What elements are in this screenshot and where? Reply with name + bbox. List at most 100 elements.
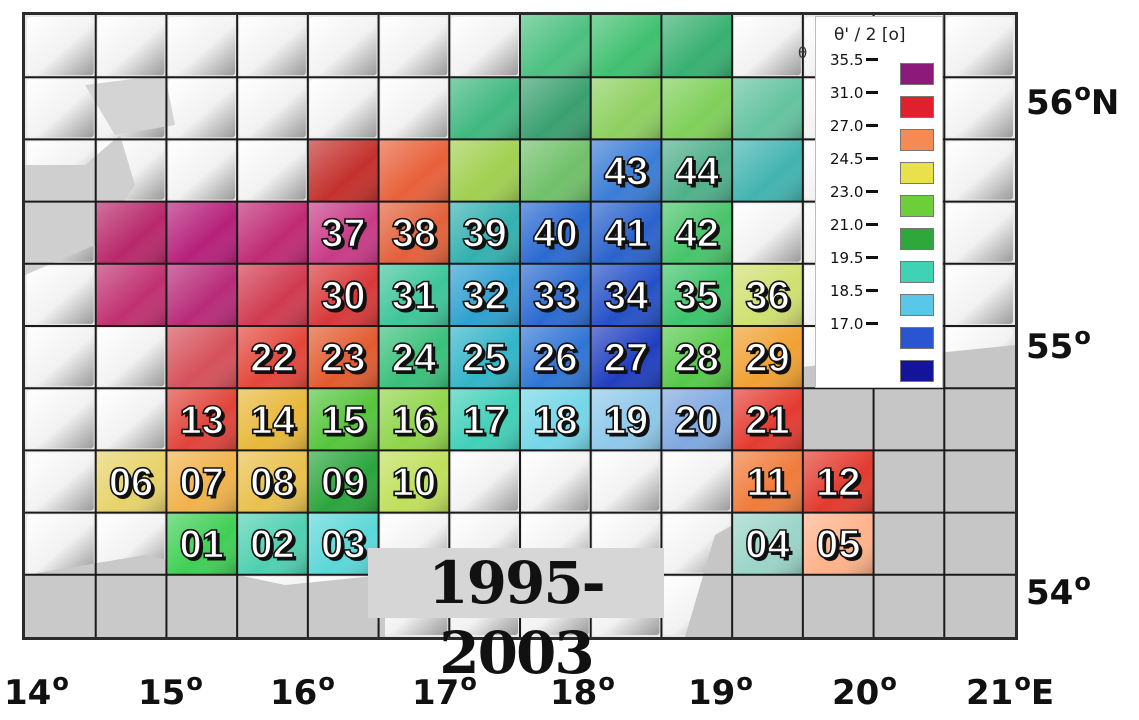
cell-label: 03 [321,523,366,567]
cell-40-shade [520,201,592,265]
legend-tick-label: 17.0 [830,315,879,333]
cell-label: 26 [533,336,578,380]
cell-label-shadow: 44 [678,153,723,197]
legend-swatch [900,195,934,217]
cell-label-shadow: 27 [607,339,652,383]
legend-swatch [900,327,934,349]
background-tile [309,17,377,76]
cell-label-shadow: 39 [465,215,510,259]
cell-42-shade [661,201,733,265]
cell-label-shadow: 23 [324,339,369,383]
land-shape [25,135,135,275]
background-tile [734,203,801,262]
cell-01-shade [166,512,238,576]
lat-label-54: 54o [1026,568,1091,613]
lat-label-55: 55o [1026,322,1091,367]
cell-label: 32 [462,274,507,318]
cell-label-shadow: 04 [748,526,793,570]
background-tile [309,79,377,138]
cell-34-shade [590,263,662,327]
background-tile [27,265,94,324]
cell-label-shadow: 14 [253,401,298,445]
cell-label: 40 [533,212,578,256]
cell-label: 01 [180,523,225,567]
cell-label-shadow: 31 [395,277,440,321]
cell-label-shadow: 18 [536,401,581,445]
cell-label-shadow: 09 [324,464,369,508]
cell-03-shade [307,512,380,576]
cell-label-shadow: 32 [465,277,510,321]
cell-31-shade [378,263,450,327]
cell-label-shadow: 36 [748,277,793,321]
cell-02-shade [237,512,309,576]
cell-29-shade [732,326,804,389]
unlabeled-cell-shade [237,263,309,327]
cell-label-shadow: 16 [395,401,440,445]
cell-label: 24 [392,336,437,380]
cell-04-shade [732,512,804,576]
unlabeled-cell-shade [307,139,380,203]
cell-23-shade [307,326,380,389]
cell-label: 42 [675,212,720,256]
background-tile [451,452,518,511]
cell-32-shade [449,263,521,327]
legend-swatch [900,129,934,151]
legend-swatch [900,294,934,316]
cell-label: 35 [675,274,720,318]
cell-11-shade [732,450,804,514]
cell-label-shadow: 15 [324,401,369,445]
cell-13-shade [166,388,238,451]
background-tile [522,452,589,511]
cell-16-shade [378,388,450,451]
cell-30-shade [307,263,380,327]
cell-label-shadow: 37 [324,215,369,259]
cell-14-shade [237,388,309,451]
cell-09-shade [307,450,380,514]
cell-35-shade [661,263,733,327]
lon-label-15: 15o [138,668,203,713]
cell-label-shadow: 11 [749,464,791,508]
background-tile [27,17,94,76]
cell-08-shade [237,450,309,514]
cell-label: 08 [250,461,295,505]
unlabeled-cell-shade [520,15,592,78]
cell-37-shade [307,201,380,265]
legend-tick-label: 27.0 [830,117,879,135]
cell-label: 36 [745,274,790,318]
cell-22-shade [237,326,309,389]
lon-label-16: 16o [270,668,335,713]
period-label: 1995-2003 [368,548,664,687]
cell-label: 18 [533,398,578,442]
background-tile [380,17,448,76]
cell-label: 10 [392,461,437,505]
background-tile [239,141,306,200]
cell-label: 07 [180,461,225,505]
unlabeled-cell-shade [661,15,733,78]
color-legend: θ' / 2 [o] 35.5 31.0 27.0 24.5 23.0 21.0 19.5 1… [815,16,943,388]
background-tile [168,141,236,200]
background-tile [946,203,1013,262]
cell-label: 37 [321,212,366,256]
background-tile [663,452,731,511]
lon-label-18: 18o [550,668,615,713]
cell-label-shadow: 43 [607,153,652,197]
legend-tick-label: 19.5 [830,249,879,267]
cell-label: 29 [745,336,790,380]
theta-mark: θ [798,44,808,62]
cell-label-shadow: 12 [819,464,864,508]
cell-label-shadow: 20 [678,401,723,445]
background-tile [27,514,94,573]
unlabeled-cell-shade [520,139,592,203]
cell-19-shade [590,388,662,451]
cell-25-shade [449,326,521,389]
cell-label: 27 [604,336,649,380]
unlabeled-cell-shade [590,77,662,140]
cell-label-shadow: 01 [183,526,228,570]
cell-12-shade [802,450,875,514]
cell-33-shade [520,263,592,327]
lon-label-17: 17o [412,668,477,713]
cell-15-shade [307,388,380,451]
lon-label-21: 21oE [966,668,1055,713]
background-tile [97,17,165,76]
cell-41-shade [590,201,662,265]
